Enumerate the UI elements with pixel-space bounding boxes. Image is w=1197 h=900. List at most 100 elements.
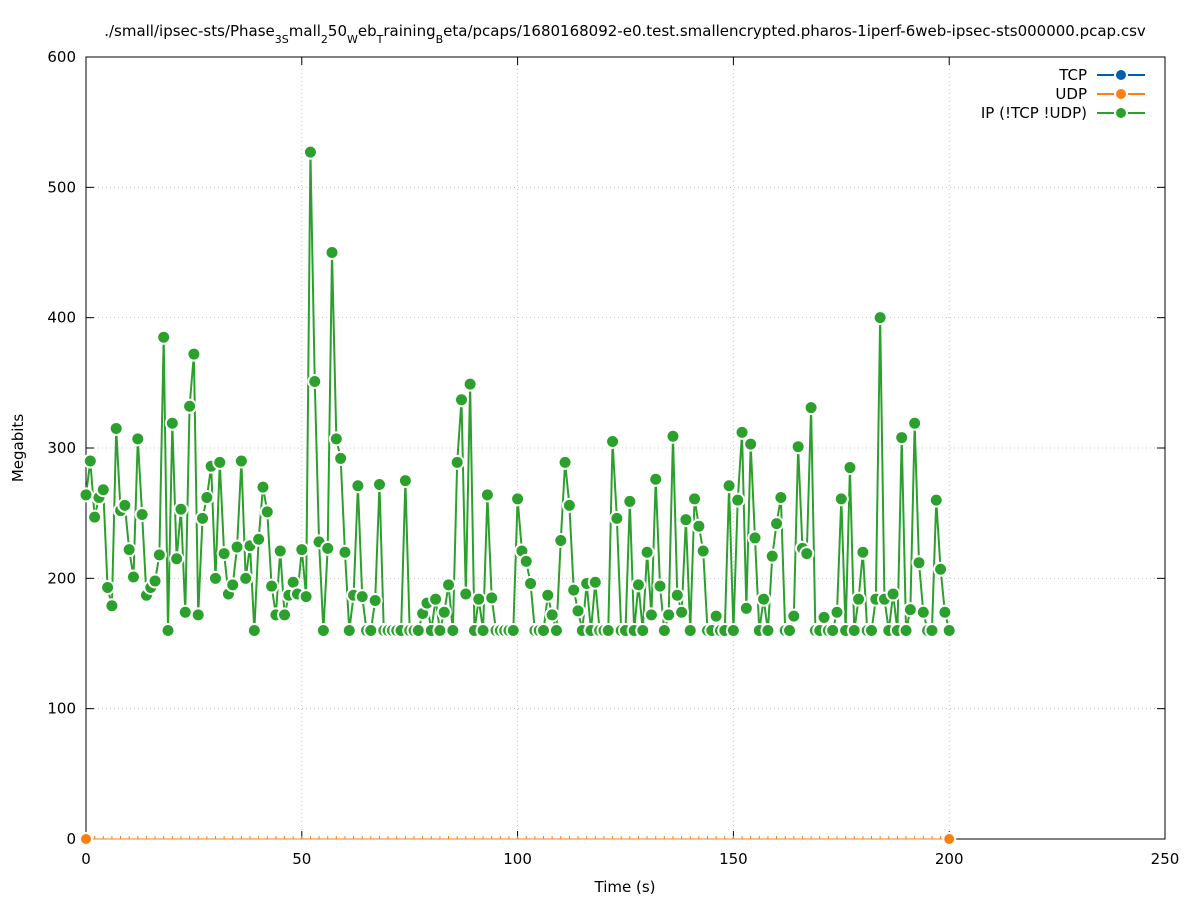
data-point [471, 591, 487, 607]
x-tick-label: 150 [719, 850, 748, 868]
data-point [829, 604, 845, 620]
data-point [173, 501, 189, 517]
title-part: eb [358, 22, 377, 40]
data-point [864, 622, 880, 638]
data-point [902, 602, 918, 618]
data-point [898, 622, 914, 638]
x-tick-label: 200 [935, 850, 964, 868]
data-point [302, 144, 318, 160]
grid [86, 57, 1165, 839]
data-point [147, 573, 163, 589]
data-point [190, 607, 206, 623]
data-point [782, 622, 798, 638]
data-point [708, 608, 724, 624]
data-point [367, 592, 383, 608]
data-point [695, 543, 711, 559]
data-point [911, 555, 927, 571]
data-point [259, 504, 275, 520]
data-point [622, 493, 638, 509]
data-point [760, 622, 776, 638]
data-point [212, 454, 228, 470]
title-part: raining [383, 22, 435, 40]
data-point [182, 398, 198, 414]
data-point [687, 491, 703, 507]
data-point [803, 400, 819, 416]
data-point [907, 415, 923, 431]
data-point [851, 591, 867, 607]
data-point [747, 530, 763, 546]
data-point [294, 542, 310, 558]
legend-label: TCP [1058, 66, 1087, 84]
data-point [78, 487, 94, 503]
data-point [756, 591, 772, 607]
chart-title: ./small/ipsec-sts/Phase3Small250WebTrain… [104, 22, 1146, 46]
data-point [199, 490, 215, 506]
data-point [523, 576, 539, 592]
data-point [134, 506, 150, 522]
data-point [656, 622, 672, 638]
zero-dashes [85, 836, 950, 839]
y-tick-label: 200 [47, 569, 76, 587]
legend-label: UDP [1055, 85, 1087, 103]
data-point [87, 509, 103, 525]
title-part: 2 [321, 33, 328, 46]
data-point [169, 551, 185, 567]
data-point [773, 490, 789, 506]
legend-item: IP (!TCP !UDP) [981, 104, 1145, 122]
data-point [842, 460, 858, 476]
data-point [156, 329, 172, 345]
data-point [846, 622, 862, 638]
data-point [462, 376, 478, 392]
data-point [872, 310, 888, 326]
data-point [186, 346, 202, 362]
data-point [786, 608, 802, 624]
data-point [216, 546, 232, 562]
y-tick-label: 100 [47, 700, 76, 718]
data-point [264, 578, 280, 594]
data-point [130, 431, 146, 447]
data-point [160, 622, 176, 638]
data-point [104, 598, 120, 614]
data-point [341, 622, 357, 638]
y-tick-label: 300 [47, 439, 76, 457]
data-point [453, 392, 469, 408]
y-axis-label: Megabits [9, 414, 27, 482]
ticks: 0 50 100 150 200 250 0 100 200 300 400 500 600 [47, 48, 1179, 868]
data-point [350, 478, 366, 494]
x-tick-label: 50 [292, 850, 311, 868]
series-2 [78, 144, 957, 638]
data-point [639, 544, 655, 560]
data-point [548, 622, 564, 638]
data-point [151, 547, 167, 563]
data-point [315, 622, 331, 638]
data-point [937, 604, 953, 620]
data-point [924, 622, 940, 638]
data-point [605, 433, 621, 449]
data-point [354, 589, 370, 605]
data-point [100, 579, 116, 595]
data-point [475, 622, 491, 638]
data-point [825, 622, 841, 638]
data-point [207, 570, 223, 586]
title-part: 3S [275, 33, 289, 46]
data-point [635, 622, 651, 638]
data-point [743, 436, 759, 452]
series-line [85, 152, 951, 632]
data-point [600, 622, 616, 638]
data-point [738, 600, 754, 616]
data-point [445, 622, 461, 638]
data-point [678, 512, 694, 528]
data-point [561, 497, 577, 513]
data-point [799, 546, 815, 562]
data-point [363, 622, 379, 638]
data-point [117, 497, 133, 513]
data-point [816, 609, 832, 625]
title-part: ./small/ipsec-sts/Phase [104, 22, 275, 40]
title-part: 50 [328, 22, 347, 40]
axes [85, 56, 1166, 840]
y-tick-label: 0 [66, 830, 76, 848]
data-point [725, 622, 741, 638]
legend-marker [1114, 106, 1128, 120]
data-point [479, 487, 495, 503]
